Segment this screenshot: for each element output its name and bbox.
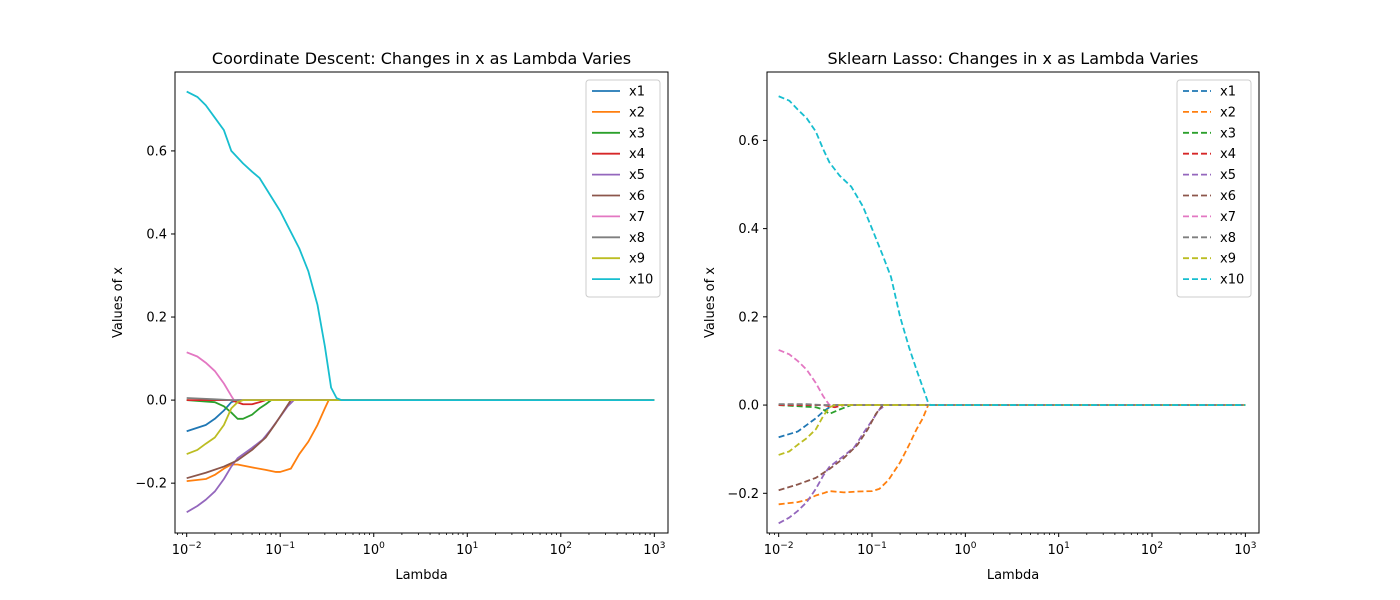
legend-label-x5: x5 [1220,168,1236,183]
legend-label-x2: x2 [629,105,645,120]
series-line-x6 [778,404,1246,492]
chart-title: Coordinate Descent: Changes in x as Lamb… [212,49,631,68]
x-tick-label: 100 [363,541,386,558]
legend-label-x1: x1 [1220,85,1236,100]
series-line-x2 [186,399,655,482]
legend-box [1176,79,1252,298]
y-tick-label: 0.4 [738,222,759,237]
x-tick-label: 10−2 [172,541,202,558]
sklearn-lasso-chart: Sklearn Lasso: Changes in x as Lambda Va… [703,49,1260,583]
legend-label-x6: x6 [1220,189,1236,204]
x-tick-label: 102 [550,541,572,558]
series-line-x2 [778,404,1246,506]
x-axis-label: Lambda [987,568,1039,583]
plot-frame [174,71,669,534]
x-tick-label: 103 [1234,541,1256,558]
legend-label-x9: x9 [629,252,645,267]
x-tick-label: 10−2 [764,541,794,558]
y-tick-label: −0.2 [135,477,167,492]
legend-label-x7: x7 [629,210,645,225]
x-tick-label: 102 [1141,541,1163,558]
coordinate-descent-chart: Coordinate Descent: Changes in x as Lamb… [111,49,669,583]
series-line-x5 [778,404,1246,525]
series-line-x7 [778,349,1246,406]
y-tick-label: 0.2 [738,310,759,325]
x-tick-label: 101 [1048,541,1070,558]
legend-box [585,79,661,298]
y-axis-label: Values of x [703,267,718,338]
y-tick-label: 0.2 [146,311,167,326]
series-line-x10 [186,90,655,401]
x-tick-label: 103 [643,541,665,558]
y-tick-label: 0.4 [146,227,167,242]
legend-label-x9: x9 [1220,252,1236,267]
plot-area: 10−2 10−1 100 101 102 103 −0.2 0.0 0.2 0.4 0.6 x1 x2… [135,71,669,558]
legend-label-x5: x5 [629,168,645,183]
x-tick-label: 101 [456,541,478,558]
series-line-x3 [186,399,655,420]
x-tick-label: 10−1 [857,541,887,558]
y-tick-label: −0.2 [727,487,759,502]
legend-label-x8: x8 [1220,231,1236,246]
x-axis-label: Lambda [395,568,447,583]
chart-title: Sklearn Lasso: Changes in x as Lambda Va… [827,49,1198,68]
y-axis-label: Values of x [111,267,126,338]
y-tick-label: 0.0 [146,394,167,409]
plot-frame [766,71,1260,534]
series-line-x6 [186,399,655,480]
series-line-x9 [186,399,655,455]
legend-label-x10: x10 [629,273,653,288]
legend: x1 x2 x3 x4 x5 x6 x7 x8 x9 x10 [1176,79,1252,298]
legend-label-x6: x6 [629,189,645,204]
legend-label-x3: x3 [629,126,645,141]
legend-label-x1: x1 [629,85,645,100]
legend-label-x10: x10 [1220,273,1244,288]
x-tick-label: 100 [954,541,977,558]
series-line-x10 [778,95,1246,406]
legend-label-x4: x4 [629,147,645,162]
y-tick-label: 0.0 [738,399,759,414]
legend-label-x7: x7 [1220,210,1236,225]
legend-label-x2: x2 [1220,105,1236,120]
series-line-x8 [778,403,1246,406]
legend-label-x8: x8 [629,231,645,246]
y-tick-label: 0.6 [738,134,759,149]
series-line-x9 [778,404,1246,456]
x-tick-label: 10−1 [265,541,295,558]
legend-label-x4: x4 [1220,147,1236,162]
y-tick-label: 0.6 [146,144,167,159]
legend-label-x3: x3 [1220,126,1236,141]
plot-area: 10−2 10−1 100 101 102 103 −0.2 0.0 0.2 0.4 0.6 x1 x2… [727,71,1260,558]
legend: x1 x2 x3 x4 x5 x6 x7 x8 x9 x10 [585,79,661,298]
